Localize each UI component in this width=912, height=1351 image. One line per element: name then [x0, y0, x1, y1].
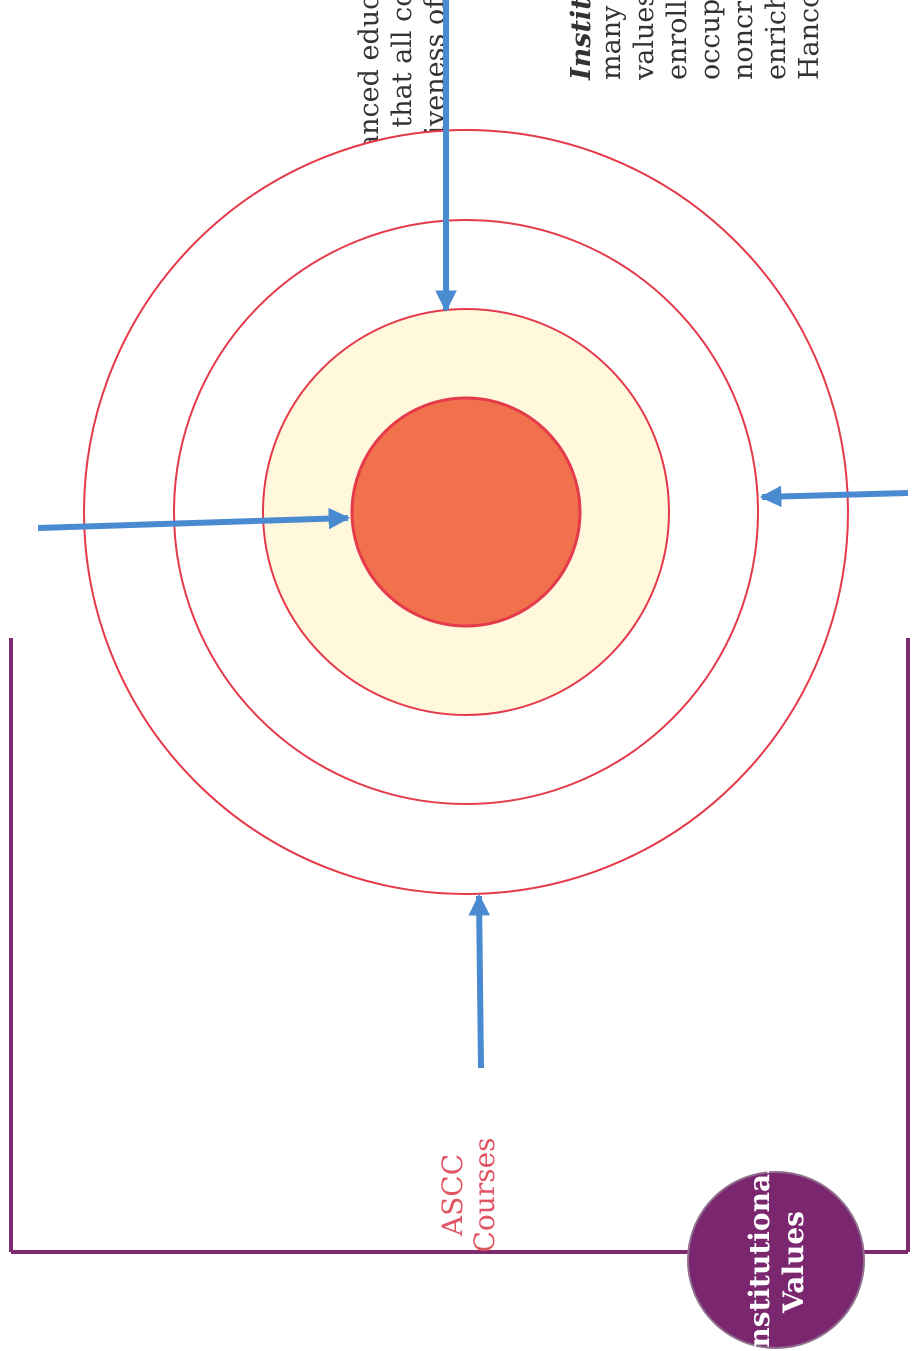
badge-label-line-1: Institutional: [743, 1163, 776, 1351]
badge-circle: [687, 1171, 865, 1349]
arrow-left-to-core: [37, 507, 351, 531]
ascc-label-line-2: Courses: [468, 1137, 501, 1252]
right-text-line-5: noncre: [728, 0, 759, 80]
right-text-line-2: values: [629, 0, 660, 81]
ascc-label-line-1: ASCC: [436, 1154, 469, 1237]
right-text-line-7: Hanco: [794, 0, 825, 80]
right-text-line-4: occupa: [695, 0, 726, 80]
right-text-line-6: enrich: [761, 0, 792, 80]
right-text-heading: Institu: [566, 0, 597, 81]
right-text-line-3: enroll: [662, 0, 693, 80]
badge-label-line-2: Values: [777, 1211, 810, 1314]
arrow-bottom-up: [468, 893, 491, 1069]
right-text-block: Institu many values enroll occupa noncre…: [566, 0, 825, 81]
institutional-values-bracket: [9, 638, 910, 1254]
concentric-rings: [83, 129, 849, 895]
ascc-courses-label: ASCC Courses: [436, 1137, 501, 1252]
core-circle: [350, 396, 582, 628]
arrow-right-inward: [759, 485, 909, 508]
right-text-line-1: many: [596, 5, 627, 80]
institutional-values-badge: Institutional Values: [687, 1163, 865, 1351]
arrows: [37, 0, 909, 1069]
